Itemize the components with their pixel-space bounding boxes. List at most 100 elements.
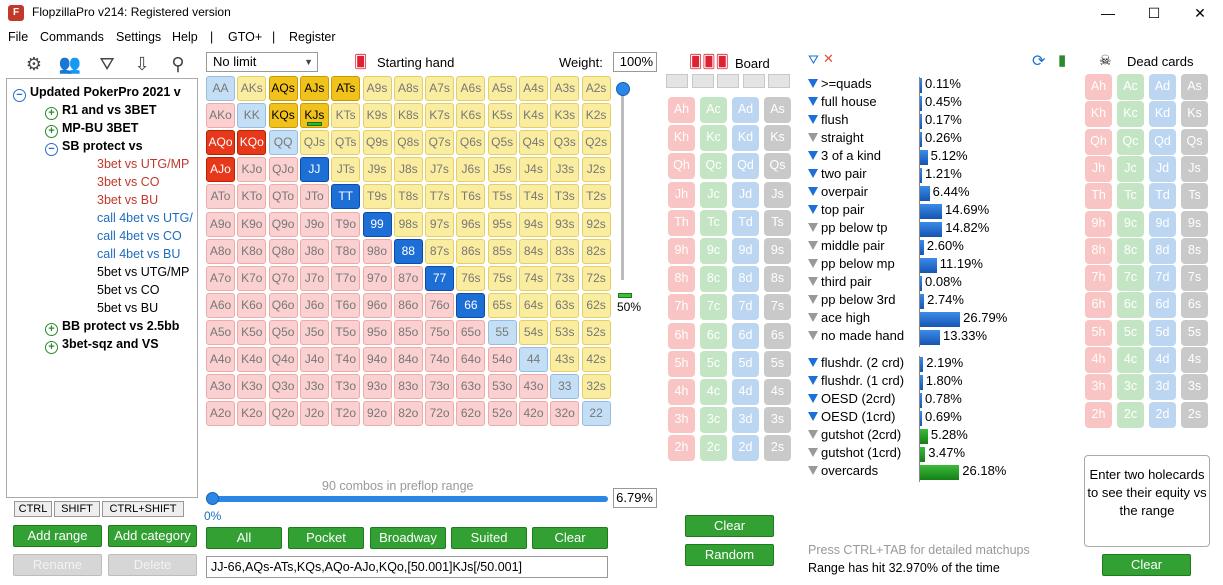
hand-cell[interactable]: 53s xyxy=(550,319,580,345)
hand-cell[interactable]: ATo xyxy=(206,184,235,210)
hand-cell[interactable]: 64o xyxy=(456,347,486,372)
hand-cell[interactable]: 83o xyxy=(393,374,423,400)
filter-funnel-icon[interactable] xyxy=(808,79,818,88)
dead-card[interactable]: 4s xyxy=(1181,347,1208,373)
filter-funnel-icon[interactable] xyxy=(808,97,818,106)
hand-cell[interactable]: 86s xyxy=(456,238,486,264)
tree-node[interactable]: 3bet vs CO xyxy=(97,173,160,191)
hand-cell[interactable]: T7o xyxy=(331,265,361,291)
board-card[interactable]: Kc xyxy=(700,125,727,152)
board-card[interactable]: Qd xyxy=(732,153,759,180)
board-slot[interactable] xyxy=(666,74,688,88)
collapse-icon[interactable]: − xyxy=(45,143,58,156)
dead-card[interactable]: Ks xyxy=(1181,101,1208,128)
board-card[interactable]: 6s xyxy=(764,322,791,349)
hand-cell[interactable]: 66 xyxy=(456,292,486,318)
dead-card[interactable]: 6c xyxy=(1117,292,1144,319)
dead-card[interactable]: Ad xyxy=(1149,74,1176,100)
dead-card[interactable]: 3s xyxy=(1181,374,1208,401)
filter-funnel-icon[interactable] xyxy=(808,412,818,421)
hand-cell[interactable]: Q4o xyxy=(268,347,298,372)
board-slot[interactable] xyxy=(768,74,790,88)
dead-card[interactable]: Th xyxy=(1085,183,1112,210)
board-card[interactable]: 9d xyxy=(732,238,759,264)
expand-icon[interactable]: + xyxy=(45,125,58,138)
hand-cell[interactable]: 43o xyxy=(519,374,548,400)
hand-cell[interactable]: T3s xyxy=(550,184,580,210)
board-card[interactable]: 2h xyxy=(668,435,695,462)
hand-cell[interactable]: T2o xyxy=(331,401,361,427)
board-card[interactable]: Ac xyxy=(700,97,727,123)
hand-cell[interactable]: 97s xyxy=(425,211,455,237)
hand-cell[interactable]: Q7s xyxy=(425,130,455,156)
hand-cell[interactable]: J2o xyxy=(299,401,329,427)
dead-card[interactable]: Kc xyxy=(1117,101,1144,128)
hand-cell[interactable]: T9o xyxy=(331,211,361,237)
hand-cell[interactable]: T4o xyxy=(331,347,361,372)
hand-cell[interactable]: KK xyxy=(237,103,267,129)
hand-cell[interactable]: 33 xyxy=(550,374,580,400)
hand-cell[interactable]: KQs xyxy=(268,103,298,129)
hand-cell[interactable]: A3s xyxy=(550,76,580,101)
hand-cell[interactable]: K3o xyxy=(237,374,267,400)
hand-cell[interactable]: A5s xyxy=(487,76,517,101)
board-card[interactable]: Jh xyxy=(668,181,695,208)
hand-cell[interactable]: A2o xyxy=(206,401,235,427)
menu-file[interactable]: File xyxy=(8,30,29,44)
hand-cell[interactable]: T2s xyxy=(581,184,611,210)
hand-cell[interactable]: T3o xyxy=(331,374,361,400)
board-card[interactable]: Qc xyxy=(700,153,727,180)
hand-cell[interactable]: T5o xyxy=(331,319,361,345)
hand-cell[interactable]: 95s xyxy=(487,211,517,237)
hand-cell[interactable]: 84s xyxy=(519,238,548,264)
shift-key[interactable]: SHIFT xyxy=(54,501,100,517)
dead-card[interactable]: 3h xyxy=(1085,374,1112,401)
hand-cell[interactable]: T7s xyxy=(425,184,455,210)
hand-cell[interactable]: Q5s xyxy=(487,130,517,156)
hand-cell[interactable]: 53o xyxy=(487,374,517,400)
hand-cell[interactable]: J6o xyxy=(299,292,329,318)
filter-funnel-icon[interactable] xyxy=(808,205,818,214)
menu-commands[interactable]: Commands xyxy=(40,30,104,44)
hand-cell[interactable]: 99 xyxy=(362,211,392,237)
hand-cell[interactable]: KJo xyxy=(237,157,267,183)
hand-cell[interactable]: J6s xyxy=(456,157,486,183)
board-card[interactable]: Tc xyxy=(700,209,727,236)
rename-button[interactable]: Rename xyxy=(13,554,102,576)
hand-cell[interactable]: K9o xyxy=(237,211,267,237)
hand-filter[interactable]: flush xyxy=(808,112,848,127)
hand-cell[interactable]: 62o xyxy=(456,401,486,427)
clear-filter-icon[interactable]: ✕ xyxy=(823,51,834,66)
hand-cell[interactable]: 76o xyxy=(425,292,455,318)
weight-input[interactable]: 100% xyxy=(613,52,657,72)
gear-icon[interactable]: ⚙ xyxy=(25,54,43,74)
hand-cell[interactable]: KTs xyxy=(331,103,361,129)
board-card[interactable]: Td xyxy=(732,209,759,236)
hand-cell[interactable]: J9o xyxy=(299,211,329,237)
hand-cell[interactable]: JTs xyxy=(331,157,361,183)
hand-cell[interactable]: 62s xyxy=(581,292,611,318)
dead-card[interactable]: Kh xyxy=(1085,101,1112,128)
hand-cell[interactable]: 32s xyxy=(581,374,611,400)
board-card[interactable]: Qh xyxy=(668,153,695,180)
hand-cell[interactable]: 98o xyxy=(362,238,392,264)
dead-card[interactable]: 5c xyxy=(1117,319,1144,346)
board-card[interactable]: Jc xyxy=(700,181,727,208)
hand-cell[interactable]: T4s xyxy=(519,184,548,210)
dead-card[interactable]: 5h xyxy=(1085,319,1112,346)
bar-chart-icon[interactable]: ▮ xyxy=(1058,52,1067,69)
dead-card[interactable]: 9d xyxy=(1149,210,1176,237)
hand-cell[interactable]: A2s xyxy=(581,76,611,101)
hand-cell[interactable]: 44 xyxy=(519,347,548,372)
game-mode-select[interactable]: No limit ▼ xyxy=(206,52,318,72)
hand-cell[interactable]: 72s xyxy=(581,265,611,291)
hand-cell[interactable]: 82s xyxy=(581,238,611,264)
board-card[interactable]: Ts xyxy=(764,209,791,236)
filter-funnel-icon[interactable] xyxy=(808,187,818,196)
hand-cell[interactable]: TT xyxy=(331,184,361,210)
dead-card[interactable]: 5d xyxy=(1149,319,1176,346)
range-tree[interactable]: − Updated PokerPro 2021 v + R1 and vs 3BET +… xyxy=(6,78,198,498)
hand-cell[interactable]: 87s xyxy=(425,238,455,264)
hand-cell[interactable]: Q5o xyxy=(268,319,298,345)
dead-card[interactable]: Tc xyxy=(1117,183,1144,210)
